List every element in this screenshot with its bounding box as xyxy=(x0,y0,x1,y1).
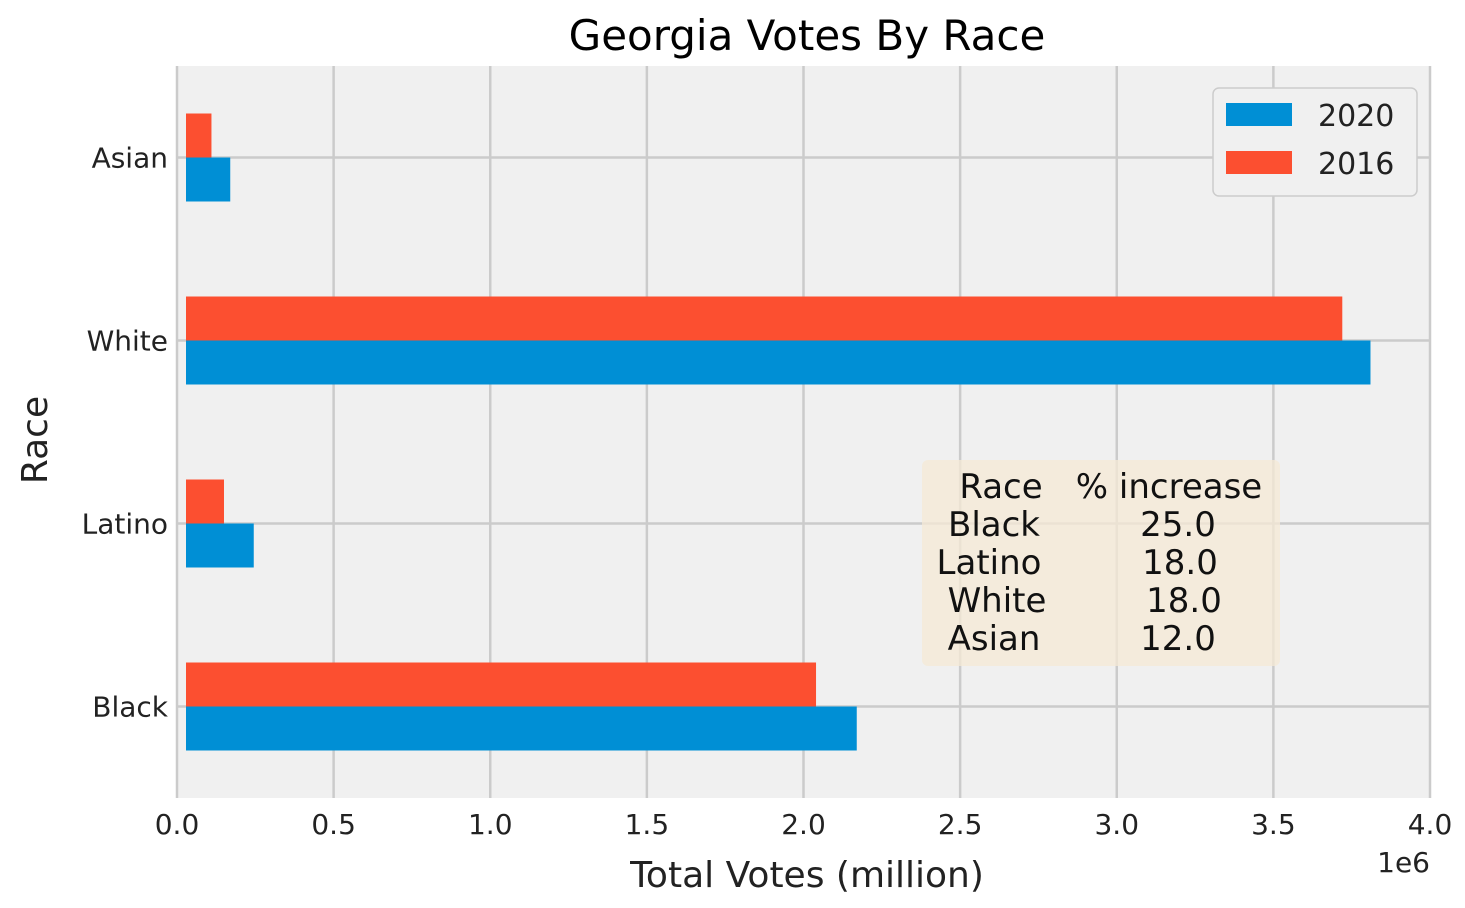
legend-swatch-2020 xyxy=(1226,103,1292,126)
increase-table: Race % increase Black 25.0 Latino 18.0 W… xyxy=(922,460,1280,666)
x-tick-label: 2.0 xyxy=(781,808,826,841)
x-tick-label: 0.5 xyxy=(311,808,356,841)
y-tick-label: Asian xyxy=(92,142,168,175)
table-row-increase: 12.0 xyxy=(1140,619,1216,659)
bar-2016-white xyxy=(186,296,1343,341)
x-tick-label: 0.0 xyxy=(155,808,200,841)
legend-swatch-2016 xyxy=(1226,151,1292,174)
legend-label-2016: 2016 xyxy=(1318,147,1394,182)
chart-title: Georgia Votes By Race xyxy=(569,11,1046,60)
bar-2016-asian xyxy=(186,113,212,158)
table-row-race: White xyxy=(948,581,1047,621)
bar-2020-latino xyxy=(186,523,254,568)
x-axis-offset-label: 1e6 xyxy=(1377,846,1430,879)
table-header-race: Race xyxy=(959,467,1042,507)
x-tick-label: 4.0 xyxy=(1408,808,1453,841)
bars xyxy=(186,113,1371,751)
x-tick-label: 3.5 xyxy=(1251,808,1296,841)
y-tick-label: White xyxy=(87,325,168,358)
bar-2020-black xyxy=(186,706,857,751)
y-axis-label: Race xyxy=(15,396,56,484)
y-tick-labels: Black Latino White Asian xyxy=(82,142,169,724)
x-axis-label: Total Votes (million) xyxy=(629,855,984,896)
bar-2020-asian xyxy=(186,157,231,202)
x-tick-label: 3.0 xyxy=(1094,808,1139,841)
x-tick-label: 1.0 xyxy=(468,808,513,841)
x-tick-labels: 0.0 0.5 1.0 1.5 2.0 2.5 3.0 3.5 4.0 xyxy=(155,808,1453,841)
table-row-race: Black xyxy=(948,505,1040,545)
y-tick-label: Black xyxy=(92,691,169,724)
bar-2016-latino xyxy=(186,479,224,524)
table-row-race: Asian xyxy=(948,619,1041,659)
legend-label-2020: 2020 xyxy=(1318,99,1394,134)
table-row-race: Latino xyxy=(937,543,1042,583)
table-row-increase: 18.0 xyxy=(1142,543,1218,583)
table-header-increase: % increase xyxy=(1076,467,1262,507)
x-tick-label: 1.5 xyxy=(625,808,670,841)
bar-2016-black xyxy=(186,662,817,707)
legend: 2020 2016 xyxy=(1212,87,1418,197)
table-row-increase: 25.0 xyxy=(1140,505,1216,545)
x-tick-label: 2.5 xyxy=(938,808,983,841)
bar-2020-white xyxy=(186,340,1371,385)
increase-table-box xyxy=(922,460,1280,666)
table-row-increase: 18.0 xyxy=(1146,581,1222,621)
y-tick-label: Latino xyxy=(82,508,168,541)
